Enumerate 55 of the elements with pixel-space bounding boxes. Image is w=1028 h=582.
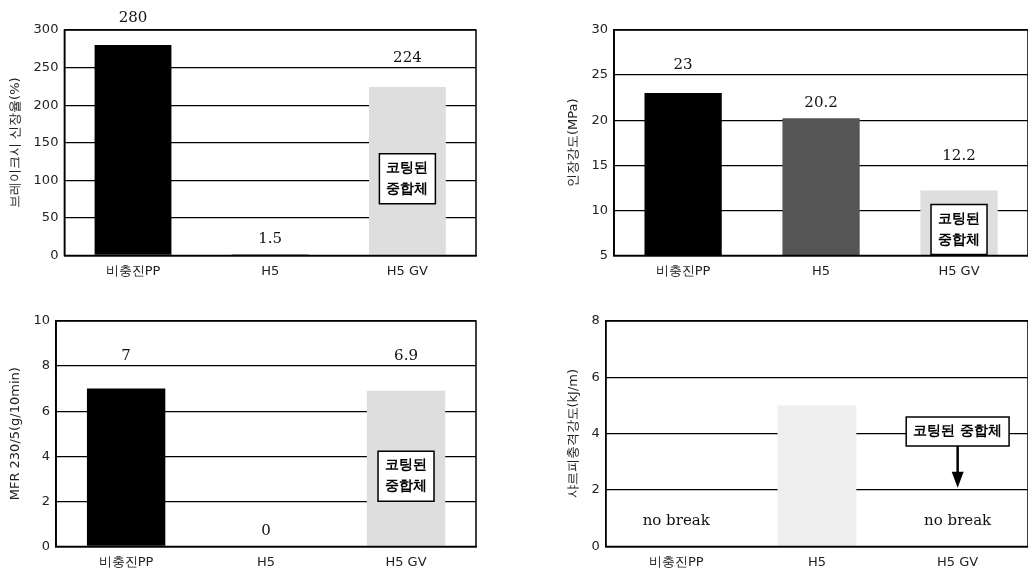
y-axis-title: 인장강도(MPa) (565, 98, 581, 187)
x-tick-label: H5 GV (386, 262, 429, 278)
data-label: 1.5 (258, 228, 283, 247)
y-tick-label: 50 (41, 209, 59, 225)
data-label: 224 (393, 47, 422, 66)
annotation: no break (642, 511, 711, 530)
annotation: 코팅된 중합체 (938, 209, 981, 247)
annotation: no break (924, 511, 993, 530)
y-tick-label: 5 (599, 246, 609, 262)
y-axis-title: MFR 230/5(g/10min) (7, 367, 23, 501)
y-tick-label: 20 (591, 111, 609, 127)
y-tick-label: 30 (591, 21, 609, 37)
y-tick-label: 10 (33, 312, 51, 328)
y-tick-label: 300 (33, 21, 59, 37)
data-label: 280 (118, 8, 148, 27)
x-tick-label: H5 (261, 262, 280, 278)
annotation: 코팅된 중합체 (913, 422, 1003, 439)
data-label: 0 (261, 520, 271, 539)
y-tick-label: 25 (591, 66, 609, 82)
y-tick-label: 4 (41, 447, 51, 463)
data-label: 23 (673, 55, 693, 74)
y-tick-label: 15 (591, 156, 609, 172)
x-tick-label: 비충진PP (98, 553, 154, 569)
x-tick-label: H5 (812, 262, 831, 278)
x-tick-label: H5 GV (385, 553, 427, 569)
x-tick-label: 비충진PP (105, 262, 161, 278)
x-tick-label: H5 GV (937, 553, 979, 569)
x-tick-label: H5 (807, 553, 826, 569)
y-tick-label: 100 (33, 171, 59, 187)
y-tick-label: 0 (50, 246, 59, 262)
y-tick-label: 10 (591, 201, 609, 217)
y-tick-label: 250 (33, 58, 59, 74)
y-tick-label: 0 (591, 537, 600, 553)
x-tick-label: H5 (257, 553, 276, 569)
annotation: 코팅된 중합체 (385, 456, 428, 494)
data-label: 12.2 (942, 145, 976, 164)
y-tick-label: 8 (591, 312, 600, 328)
x-tick-label: 비충진PP (655, 262, 711, 278)
x-tick-label: 비충진PP (648, 553, 704, 569)
y-tick-label: 150 (33, 134, 59, 150)
data-label: 7 (121, 346, 131, 365)
y-tick-label: 4 (591, 425, 600, 441)
y-tick-label: 2 (41, 492, 51, 508)
y-tick-label: 200 (33, 96, 59, 112)
y-tick-label: 8 (41, 357, 51, 373)
y-tick-label: 6 (41, 402, 51, 418)
annotation: 코팅된 중합체 (386, 158, 429, 196)
y-axis-title: 브레이크시 신장율(%) (7, 77, 23, 209)
x-tick-label: H5 GV (938, 262, 980, 278)
data-label: 6.9 (394, 346, 418, 365)
data-label: 20.2 (804, 92, 838, 111)
y-axis-title: 샤르피충격강도(kJ/m) (565, 368, 581, 499)
y-tick-label: 6 (591, 368, 600, 384)
y-tick-label: 2 (591, 481, 600, 497)
y-tick-label: 0 (41, 537, 51, 553)
